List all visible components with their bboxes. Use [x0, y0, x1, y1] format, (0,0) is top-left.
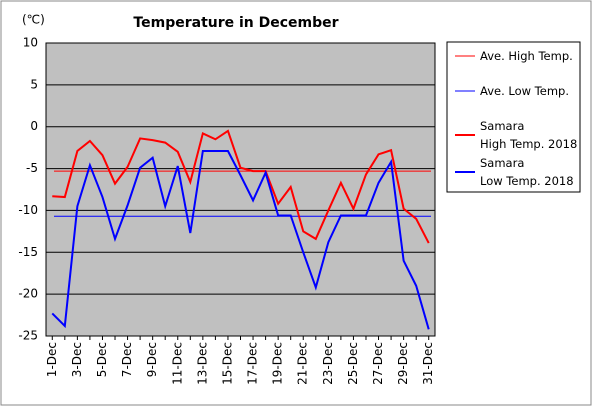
x-tick-label: 21-Dec	[296, 342, 310, 385]
legend-label: Ave. Low Temp.	[480, 84, 569, 98]
x-tick-label: 15-Dec	[220, 342, 234, 385]
x-tick-label: 23-Dec	[321, 342, 335, 385]
x-tick-label: 19-Dec	[271, 342, 285, 385]
legend-label: Samara High Temp. 2018	[480, 119, 578, 151]
series-line	[52, 129, 430, 244]
x-tick-label: 11-Dec	[170, 342, 184, 385]
y-tick-label: -15	[18, 245, 38, 259]
x-tick-label: 9-Dec	[145, 342, 159, 377]
chart-title: Temperature in December	[133, 15, 338, 31]
x-tick-label: 7-Dec	[120, 342, 134, 377]
x-tick-label: 13-Dec	[195, 342, 209, 385]
x-tick-label: 1-Dec	[45, 342, 59, 377]
y-tick-label: -10	[18, 203, 38, 217]
x-tick-label: 17-Dec	[246, 342, 260, 385]
x-tick-label: 5-Dec	[95, 342, 109, 377]
x-tick-label: 29-Dec	[396, 342, 410, 385]
y-tick-label: 5	[30, 77, 38, 91]
legend-box	[446, 41, 581, 193]
x-tick-label: 25-Dec	[346, 342, 360, 385]
legend-label: Samara Low Temp. 2018	[480, 156, 574, 188]
x-tick-label: 27-Dec	[371, 342, 385, 385]
y-tick-label: -5	[26, 161, 38, 175]
series-line	[51, 149, 430, 330]
x-tick-label: 3-Dec	[70, 342, 84, 377]
legend-label: Ave. High Temp.	[480, 49, 573, 63]
y-tick-label: -20	[18, 287, 38, 301]
plot-area	[45, 42, 436, 337]
y-tick-label: -25	[18, 329, 38, 343]
x-tick-label: 31-Dec	[421, 342, 435, 385]
y-tick-label: 10	[23, 36, 38, 50]
y-tick-label: 0	[30, 119, 38, 133]
y-unit: (℃)	[22, 13, 45, 27]
